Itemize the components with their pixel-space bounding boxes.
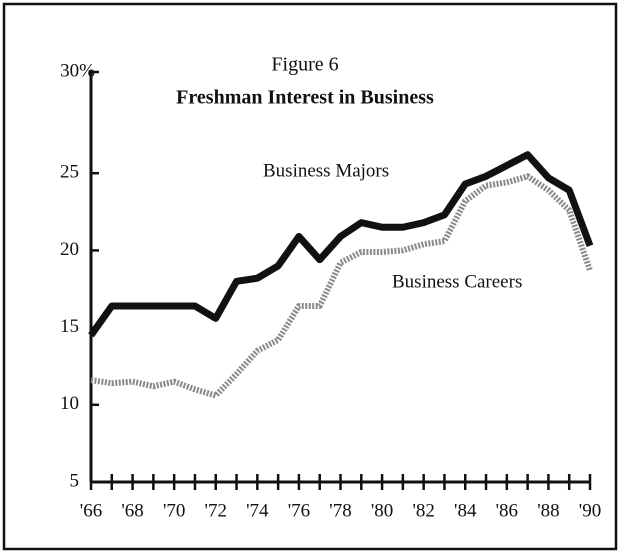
- x-tick-label: '84: [454, 500, 477, 521]
- chart-title: Figure 6: [271, 54, 338, 76]
- x-tick-label: '72: [205, 500, 227, 521]
- y-tick-label: 5: [70, 470, 80, 491]
- y-tick-label: 30%: [60, 60, 95, 81]
- y-tick-label: 15: [60, 316, 79, 337]
- x-tick-label: '88: [537, 500, 559, 521]
- x-tick-label: '74: [246, 500, 269, 521]
- x-tick-label: '90: [579, 500, 601, 521]
- x-tick-label: '82: [412, 500, 434, 521]
- y-tick-label: 10: [60, 393, 79, 414]
- x-tick-label: '70: [163, 500, 185, 521]
- y-tick-label: 25: [60, 162, 79, 183]
- x-tick-label: '76: [288, 500, 310, 521]
- series-line: [90, 173, 593, 399]
- x-tick-label: '66: [80, 500, 102, 521]
- series-label: Business Careers: [392, 271, 522, 292]
- x-tick-label: '78: [329, 500, 351, 521]
- y-tick-label: 20: [60, 239, 79, 260]
- x-tick-label: '86: [496, 500, 518, 521]
- x-tick-label: '80: [371, 500, 393, 521]
- x-tick-label: '68: [121, 500, 143, 521]
- series-line: [88, 151, 594, 338]
- series-label: Business Majors: [263, 160, 389, 181]
- chart-subtitle: Freshman Interest in Business: [176, 87, 434, 109]
